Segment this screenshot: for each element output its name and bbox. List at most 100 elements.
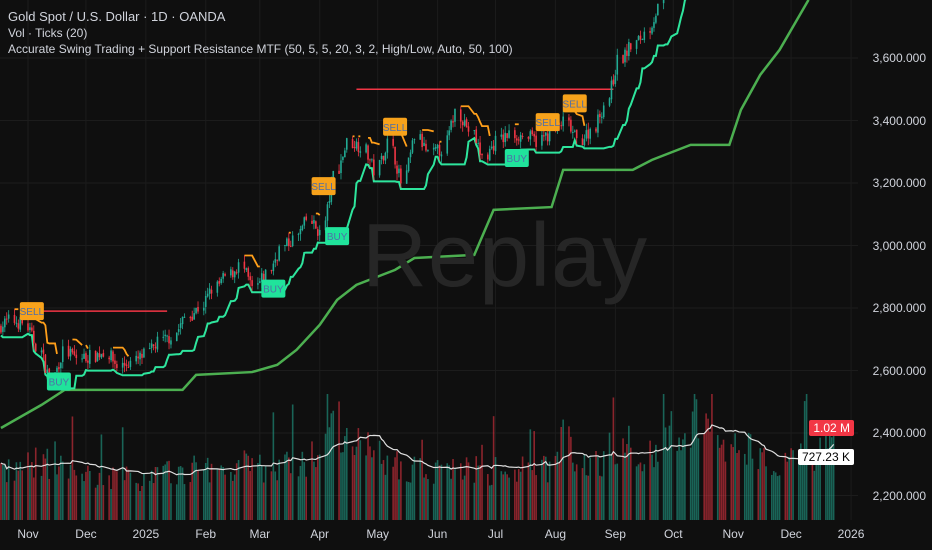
candle — [386, 133, 389, 159]
price-tick-label: 3,000.000 — [872, 238, 926, 253]
volume-bar — [409, 482, 412, 520]
candle-body — [110, 350, 112, 361]
candle-body — [218, 280, 221, 284]
candle-body — [353, 146, 356, 149]
volume-bar — [771, 474, 773, 520]
candle-body — [303, 217, 306, 226]
candle-body — [651, 27, 653, 34]
candle-body — [338, 170, 340, 174]
candle-body — [488, 148, 491, 161]
candle-body — [150, 343, 153, 348]
candle — [373, 154, 375, 180]
candle — [371, 158, 373, 163]
candle-body — [0, 325, 2, 333]
indicator-legend[interactable]: Accurate Swing Trading + Support Resista… — [8, 42, 513, 56]
candle-body — [40, 350, 43, 353]
volume-bar — [614, 464, 617, 520]
candle — [233, 270, 236, 284]
volume-bar — [154, 466, 157, 520]
time-tick-label: Aug — [544, 527, 567, 541]
volume-bar — [164, 464, 166, 520]
candle — [0, 323, 2, 334]
candle — [148, 342, 151, 350]
candle-body — [494, 135, 497, 152]
volume-bar — [46, 448, 49, 520]
volume-bar — [251, 458, 253, 520]
candle-body — [259, 281, 261, 284]
candle — [340, 154, 342, 180]
volume-bar — [724, 461, 727, 520]
candle — [89, 344, 91, 369]
candle — [317, 226, 319, 241]
candle-body — [129, 360, 132, 367]
candle — [230, 266, 232, 278]
candle-body — [641, 39, 644, 41]
symbol-title[interactable]: Gold Spot / U.S. Dollar · 1D · OANDA — [8, 9, 226, 24]
volume-bar — [40, 475, 43, 520]
price-tick-label: 2,400.000 — [872, 426, 926, 440]
candle-body — [585, 130, 588, 139]
candle — [60, 361, 62, 373]
volume-bar — [392, 466, 394, 520]
volume-bar — [44, 458, 47, 520]
candle — [614, 69, 617, 87]
volume-bar — [56, 474, 58, 520]
candle-body — [60, 362, 62, 369]
candle — [5, 312, 8, 325]
volume-bar — [137, 483, 139, 520]
candle — [572, 125, 574, 139]
volume-bar — [718, 447, 721, 520]
volume-bar — [235, 463, 238, 520]
volume-bar — [732, 447, 734, 520]
candle-body — [235, 272, 238, 274]
volume-bar — [801, 463, 804, 520]
volume-bar — [438, 465, 441, 520]
candle-body — [13, 314, 16, 323]
volume-bar — [459, 463, 462, 520]
volume-bar — [170, 483, 172, 520]
candle-body — [291, 235, 294, 247]
volume-last-badge: 1.02 M — [809, 420, 854, 437]
volume-bar — [786, 461, 789, 520]
candle-body — [434, 147, 437, 149]
candle — [32, 325, 35, 350]
volume-bar — [825, 430, 827, 520]
candle — [653, 17, 655, 32]
volume-bar — [166, 461, 168, 520]
volume-bar — [231, 480, 234, 520]
volume-bar — [707, 418, 709, 520]
candle — [597, 109, 599, 138]
volume-bar — [297, 476, 300, 520]
volume-bar — [233, 474, 236, 520]
candle-body — [2, 326, 4, 332]
volume-bar — [60, 455, 62, 520]
volume-bar — [784, 452, 787, 520]
volume-bar — [369, 446, 371, 520]
volume-legend[interactable]: Vol · Ticks (20) — [8, 26, 88, 40]
volume-bar — [328, 427, 331, 520]
volume-bar — [382, 460, 385, 520]
candle — [436, 143, 439, 155]
volume-bar — [413, 456, 416, 520]
candle — [533, 131, 535, 142]
volume-bar — [436, 460, 439, 520]
time-tick-label: Nov — [722, 527, 744, 541]
volume-bar — [548, 461, 551, 520]
candle-body — [589, 128, 592, 139]
volume-bar — [210, 463, 213, 520]
volume-bar — [519, 471, 522, 520]
candle-body — [19, 317, 22, 330]
candle-body — [394, 146, 396, 165]
volume-bar — [220, 465, 222, 520]
time-tick-label: Jun — [427, 527, 448, 541]
candle-body — [407, 157, 410, 172]
candle-body — [369, 159, 371, 161]
candle — [521, 132, 524, 140]
volume-bar — [386, 455, 389, 520]
candle-body — [15, 322, 18, 324]
resistance-trail-line — [368, 136, 380, 146]
candle — [454, 108, 456, 127]
volume-bar — [61, 461, 64, 520]
candle-body — [175, 332, 178, 342]
